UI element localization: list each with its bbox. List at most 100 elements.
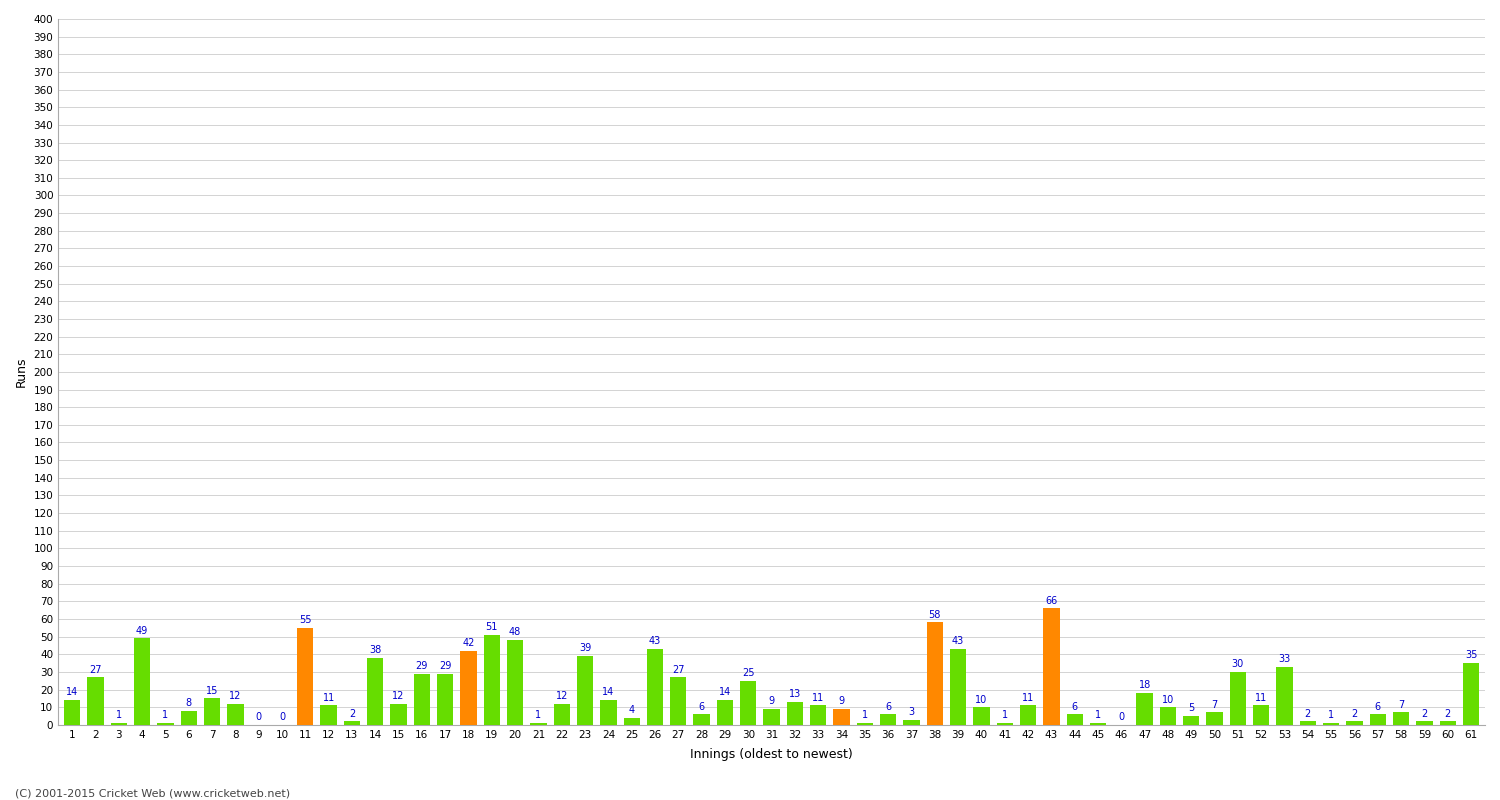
Text: 11: 11 <box>1022 693 1034 702</box>
Text: 1: 1 <box>1095 710 1101 720</box>
Bar <box>578 656 592 725</box>
Text: 1: 1 <box>536 710 542 720</box>
Bar <box>64 700 81 725</box>
Text: 5: 5 <box>1188 703 1194 714</box>
Text: 43: 43 <box>952 636 964 646</box>
Text: 14: 14 <box>66 687 78 698</box>
Bar <box>646 649 663 725</box>
Text: 2: 2 <box>1352 709 1358 718</box>
Bar <box>1347 722 1362 725</box>
Text: 6: 6 <box>699 702 705 711</box>
Text: 51: 51 <box>486 622 498 632</box>
Bar <box>1184 716 1200 725</box>
Text: 18: 18 <box>1138 680 1150 690</box>
Bar <box>600 700 616 725</box>
Text: 27: 27 <box>672 665 684 674</box>
Text: 11: 11 <box>812 693 825 702</box>
Bar <box>1206 713 1222 725</box>
Text: 29: 29 <box>440 661 452 671</box>
Bar <box>1042 608 1059 725</box>
Bar <box>390 704 406 725</box>
Bar <box>436 674 453 725</box>
Bar <box>950 649 966 725</box>
Bar <box>111 723 128 725</box>
Bar <box>1066 714 1083 725</box>
Text: 6: 6 <box>1071 702 1077 711</box>
Bar <box>786 702 802 725</box>
Text: 27: 27 <box>88 665 102 674</box>
Text: 10: 10 <box>1162 694 1174 705</box>
Bar <box>134 638 150 725</box>
Bar <box>297 628 314 725</box>
Text: 3: 3 <box>909 707 915 717</box>
Bar <box>483 635 500 725</box>
Bar <box>693 714 709 725</box>
Bar <box>1230 672 1246 725</box>
Text: 35: 35 <box>1466 650 1478 661</box>
Bar <box>880 714 897 725</box>
Bar <box>996 723 1012 725</box>
Bar <box>87 677 104 725</box>
Bar <box>834 709 849 725</box>
Text: 1: 1 <box>862 710 868 720</box>
Text: 12: 12 <box>393 691 405 701</box>
Bar <box>1160 707 1176 725</box>
Text: 6: 6 <box>1374 702 1382 711</box>
Text: 25: 25 <box>742 668 754 678</box>
Text: 14: 14 <box>603 687 615 698</box>
Bar <box>740 681 756 725</box>
Text: 2: 2 <box>1305 709 1311 718</box>
Bar <box>1252 706 1269 725</box>
Text: 49: 49 <box>136 626 148 636</box>
Bar <box>670 677 687 725</box>
Bar <box>554 704 570 725</box>
Bar <box>856 723 873 725</box>
Text: 7: 7 <box>1398 700 1404 710</box>
Text: 29: 29 <box>416 661 428 671</box>
Text: 2: 2 <box>1444 709 1450 718</box>
Bar <box>321 706 338 725</box>
Y-axis label: Runs: Runs <box>15 357 28 387</box>
Text: 38: 38 <box>369 645 381 655</box>
Bar <box>1440 722 1456 725</box>
Bar <box>1394 713 1408 725</box>
Bar <box>1276 666 1293 725</box>
Bar <box>344 722 360 725</box>
Text: 10: 10 <box>975 694 987 705</box>
Bar <box>1299 722 1316 725</box>
Bar <box>927 622 944 725</box>
Bar <box>1370 714 1386 725</box>
Bar <box>368 658 384 725</box>
Text: 66: 66 <box>1046 596 1058 606</box>
Bar <box>1416 722 1432 725</box>
Bar <box>180 710 196 725</box>
Text: 0: 0 <box>255 712 261 722</box>
Text: 43: 43 <box>650 636 662 646</box>
Text: 0: 0 <box>1118 712 1125 722</box>
Text: 11: 11 <box>1256 693 1268 702</box>
Text: 4: 4 <box>628 705 634 715</box>
Bar <box>507 640 524 725</box>
Text: 0: 0 <box>279 712 285 722</box>
Text: 48: 48 <box>509 627 522 638</box>
Text: 13: 13 <box>789 690 801 699</box>
Bar <box>460 650 477 725</box>
Bar <box>810 706 826 725</box>
Text: 2: 2 <box>1422 709 1428 718</box>
Text: 9: 9 <box>839 696 844 706</box>
Text: 58: 58 <box>928 610 940 620</box>
Bar <box>414 674 430 725</box>
Text: 1: 1 <box>1002 710 1008 720</box>
Text: 12: 12 <box>230 691 242 701</box>
Text: 8: 8 <box>186 698 192 708</box>
Bar <box>1323 723 1340 725</box>
Bar <box>903 719 920 725</box>
Bar <box>1020 706 1036 725</box>
Text: (C) 2001-2015 Cricket Web (www.cricketweb.net): (C) 2001-2015 Cricket Web (www.cricketwe… <box>15 788 290 798</box>
Text: 1: 1 <box>116 710 122 720</box>
Text: 11: 11 <box>322 693 334 702</box>
Text: 1: 1 <box>1328 710 1334 720</box>
Text: 30: 30 <box>1232 659 1244 670</box>
Text: 55: 55 <box>298 615 312 625</box>
Text: 2: 2 <box>350 709 355 718</box>
